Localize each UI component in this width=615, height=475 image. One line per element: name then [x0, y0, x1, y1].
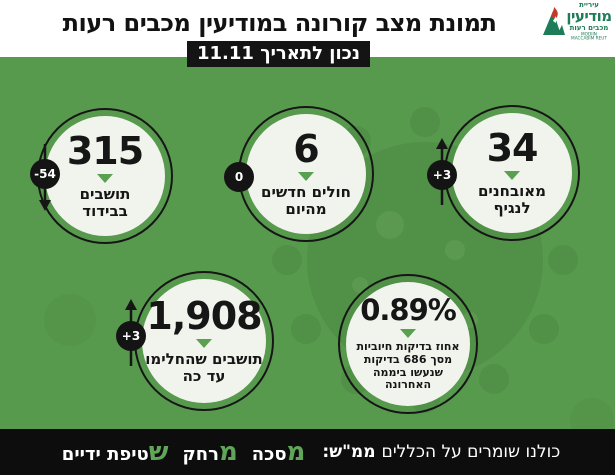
stat-circle-inner: 6 חולים חדשים מהיום [246, 114, 366, 234]
down-triangle-icon [298, 171, 314, 181]
logo-line-top: עיריית [579, 1, 599, 9]
stat-label: תושבים שהחלימו עד כה [145, 349, 263, 385]
header-band: תמונת מצב קורונה במודיעין מכבים רעות עיר… [0, 0, 615, 57]
stat-circle-inner: 1,908 תושבים שהחלימו עד כה [142, 279, 266, 403]
stat-value: 6 [293, 126, 319, 171]
footer-keyword-mask: מסכה [252, 439, 306, 465]
keyword-initial: מ [286, 437, 306, 467]
down-triangle-icon [504, 170, 520, 180]
stat-circle-new-cases: 6 חולים חדשים מהיום [238, 106, 374, 242]
change-badge-new-cases: 0 [224, 162, 254, 192]
down-triangle-icon [196, 338, 212, 348]
footer-keyword-handwash: שטיפת ידיים [62, 439, 169, 465]
footer-keyword-distance: מרחק [182, 439, 237, 465]
stat-value: 34 [486, 125, 539, 170]
footer-acronym: ממ"ש: [322, 442, 376, 462]
stat-circle-positive-rate: 0.89% אחוז בדיקות חיוביות מסך 686 בדיקות… [338, 274, 478, 414]
stat-circle-recovered: 1,908 תושבים שהחלימו עד כה [134, 271, 274, 411]
municipality-logo: עיריית מודיעין מכבים רעות MODIIN MACCABI… [540, 1, 612, 43]
logo-line-name: מודיעין [566, 7, 612, 26]
stat-value: 315 [66, 128, 144, 173]
stat-value: 0.89% [360, 292, 457, 327]
stat-label: אחוז בדיקות חיוביות מסך 686 בדיקות שנעשו… [356, 339, 460, 392]
stat-value: 1,908 [146, 293, 262, 338]
change-badge-recovered: +3 [116, 296, 146, 376]
stat-circle-isolation: 315 תושבים בבידוד [37, 108, 173, 244]
down-triangle-icon [97, 173, 113, 183]
logo-text: עיריית מודיעין מכבים רעות MODIIN MACCABI… [566, 1, 612, 43]
change-badge-diagnosed: +3 [427, 135, 457, 215]
keyword-rest: סכה [251, 444, 287, 465]
keyword-rest: טיפת ידיים [61, 444, 149, 465]
footer-bar: כולנו שומרים על הכללים ממ"ש: מסכה מרחק ש… [0, 429, 615, 475]
keyword-rest: רחק [182, 444, 219, 465]
change-value: +3 [427, 160, 457, 190]
stat-circle-diagnosed: 34 מאובחנים לנגיף [444, 105, 580, 241]
date-row: נכון לתאריך 11.11 [0, 41, 557, 67]
logo-line-sub: מכבים רעות [569, 24, 609, 33]
footer-prefix: כולנו שומרים על הכללים [381, 442, 561, 462]
change-value: -54 [30, 159, 60, 189]
change-badge-isolation: -54 [30, 134, 60, 214]
down-triangle-icon [400, 328, 416, 338]
change-value: 0 [224, 162, 254, 192]
municipality-emblem-icon [543, 7, 565, 36]
stat-label: תושבים בבידוד [79, 184, 131, 220]
keyword-initial: מ [218, 437, 238, 467]
stat-label: חולים חדשים מהיום [261, 182, 351, 218]
logo-line-latin: MODIIN MACCABIM REUT [571, 32, 607, 42]
as-of-date-badge: נכון לתאריך 11.11 [186, 41, 370, 67]
stat-label: מאובחנים לנגיף [477, 181, 547, 217]
stat-circle-inner: 0.89% אחוז בדיקות חיוביות מסך 686 בדיקות… [346, 282, 470, 406]
keyword-initial: ש [148, 437, 169, 467]
change-value: +3 [116, 321, 146, 351]
stat-circle-inner: 315 תושבים בבידוד [45, 116, 165, 236]
stat-circle-inner: 34 מאובחנים לנגיף [452, 113, 572, 233]
page-title: תמונת מצב קורונה במודיעין מכבים רעות [62, 9, 497, 37]
